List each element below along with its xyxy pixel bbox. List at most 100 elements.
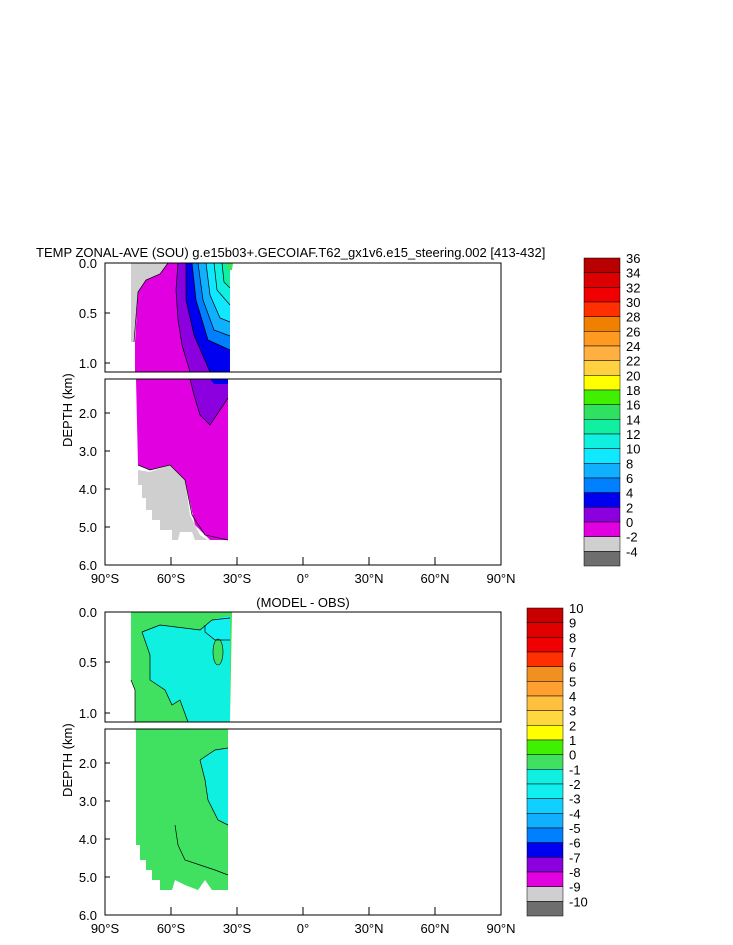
bottom-y-tickmarks bbox=[105, 661, 110, 878]
colorbar-label: 12 bbox=[626, 427, 640, 442]
y-tick: 0.5 bbox=[79, 655, 97, 670]
colorbar-label: 32 bbox=[626, 280, 640, 295]
colorbar-label: 7 bbox=[569, 645, 576, 660]
colorbar-label: -2 bbox=[626, 530, 638, 545]
colorbar-label: 22 bbox=[626, 354, 640, 369]
colorbar-swatch bbox=[583, 536, 621, 552]
colorbar-label: -3 bbox=[569, 792, 581, 807]
colorbar-swatch bbox=[526, 607, 564, 623]
y-tick: 0.5 bbox=[79, 306, 97, 321]
colorbar-swatch bbox=[526, 813, 564, 829]
colorbar-swatch bbox=[526, 901, 564, 917]
bottom-upper-cyan2 bbox=[205, 616, 230, 640]
bottom-x-tickmarks bbox=[170, 907, 436, 915]
colorbar-label: 6 bbox=[569, 660, 576, 675]
y-tick: 2.0 bbox=[79, 406, 97, 421]
top-y-axis-label: DEPTH (km) bbox=[60, 373, 75, 447]
colorbar-swatch bbox=[526, 622, 564, 638]
colorbar-label: -9 bbox=[569, 880, 581, 895]
colorbar-swatch bbox=[583, 316, 621, 332]
colorbar-swatch bbox=[526, 754, 564, 770]
top-upper-plot bbox=[104, 262, 502, 373]
bottom-upper-green-spot bbox=[212, 638, 224, 666]
colorbar-label: 0 bbox=[626, 515, 633, 530]
x-tick: 60°S bbox=[157, 571, 186, 586]
colorbar-label: 2 bbox=[569, 718, 576, 733]
colorbar-swatch bbox=[583, 477, 621, 493]
colorbar-label: -2 bbox=[569, 777, 581, 792]
colorbar-swatch bbox=[583, 404, 621, 420]
top-y-tickmarks bbox=[105, 312, 110, 528]
y-tick: 6.0 bbox=[79, 558, 97, 573]
colorbar-swatch bbox=[583, 448, 621, 464]
top-y-ticks: 0.0 0.5 1.0 2.0 3.0 4.0 5.0 6.0 bbox=[79, 256, 97, 573]
colorbar-label: 8 bbox=[569, 630, 576, 645]
x-tick: 90°S bbox=[91, 571, 120, 586]
colorbar-label: 10 bbox=[626, 442, 640, 457]
colorbar-label: 8 bbox=[626, 456, 633, 471]
x-tick: 30°N bbox=[354, 921, 383, 936]
colorbar-label: 3 bbox=[569, 704, 576, 719]
colorbar-swatch bbox=[526, 769, 564, 785]
x-tick: 90°N bbox=[486, 921, 515, 936]
y-tick: 0.0 bbox=[79, 256, 97, 271]
bottom-lower-cyan bbox=[200, 748, 228, 825]
colorbar-swatch bbox=[526, 783, 564, 799]
bottom-upper-plot bbox=[104, 611, 502, 723]
top-upper-frame bbox=[104, 262, 502, 373]
colorbar-swatch bbox=[526, 651, 564, 667]
x-tick: 30°S bbox=[223, 921, 252, 936]
top-band-10 bbox=[206, 263, 230, 322]
colorbar-swatch bbox=[583, 360, 621, 376]
y-tick: 4.0 bbox=[79, 832, 97, 847]
colorbar-swatch bbox=[583, 507, 621, 523]
colorbar-swatch bbox=[583, 389, 621, 405]
colorbar-label: 6 bbox=[626, 471, 633, 486]
colorbar-label: -4 bbox=[569, 806, 581, 821]
bottom-y-axis-label: DEPTH (km) bbox=[60, 723, 75, 797]
y-tick: 1.0 bbox=[79, 706, 97, 721]
colorbar-swatch bbox=[526, 842, 564, 858]
y-tick: 5.0 bbox=[79, 870, 97, 885]
colorbar-label: 4 bbox=[626, 486, 633, 501]
colorbar-swatch bbox=[583, 433, 621, 449]
colorbar-swatch bbox=[583, 521, 621, 537]
colorbar-swatch bbox=[583, 257, 621, 273]
colorbar-swatch bbox=[526, 827, 564, 843]
bottom-upper-cyan bbox=[142, 618, 230, 722]
top-lower-violet bbox=[190, 379, 228, 425]
top-x-ticks: 90°S 60°S 30°S 0° 30°N 60°N 90°N bbox=[91, 571, 516, 586]
colorbar-swatch bbox=[526, 739, 564, 755]
colorbar-swatch bbox=[526, 637, 564, 653]
x-tick: 60°N bbox=[420, 921, 449, 936]
colorbar-label: 9 bbox=[569, 616, 576, 631]
colorbar-label: -1 bbox=[569, 762, 581, 777]
top-band-12 bbox=[214, 263, 230, 305]
y-tick: 5.0 bbox=[79, 520, 97, 535]
x-tick: 60°N bbox=[420, 571, 449, 586]
colorbar-swatch bbox=[583, 301, 621, 317]
colorbar-label: 5 bbox=[569, 674, 576, 689]
colorbar-swatch bbox=[583, 463, 621, 479]
colorbar-label: 36 bbox=[626, 251, 640, 266]
top-blue-region bbox=[186, 263, 230, 372]
x-tick: 0° bbox=[297, 571, 309, 586]
y-tick: 6.0 bbox=[79, 908, 97, 923]
bottom-lower-plot bbox=[104, 728, 502, 916]
top-magenta-region bbox=[135, 263, 190, 372]
y-tick: 4.0 bbox=[79, 482, 97, 497]
colorbar-label: -7 bbox=[569, 850, 581, 865]
colorbar-label: 10 bbox=[569, 601, 583, 616]
top-x-tickmarks bbox=[170, 557, 436, 565]
top-lower-plot bbox=[104, 378, 502, 566]
y-tick: 2.0 bbox=[79, 756, 97, 771]
colorbar-label: 0 bbox=[569, 748, 576, 763]
colorbar-swatch bbox=[526, 725, 564, 741]
colorbar-label: 2 bbox=[626, 500, 633, 515]
colorbar-label: 30 bbox=[626, 295, 640, 310]
colorbar-swatch bbox=[583, 492, 621, 508]
top-band-6 bbox=[192, 263, 230, 350]
